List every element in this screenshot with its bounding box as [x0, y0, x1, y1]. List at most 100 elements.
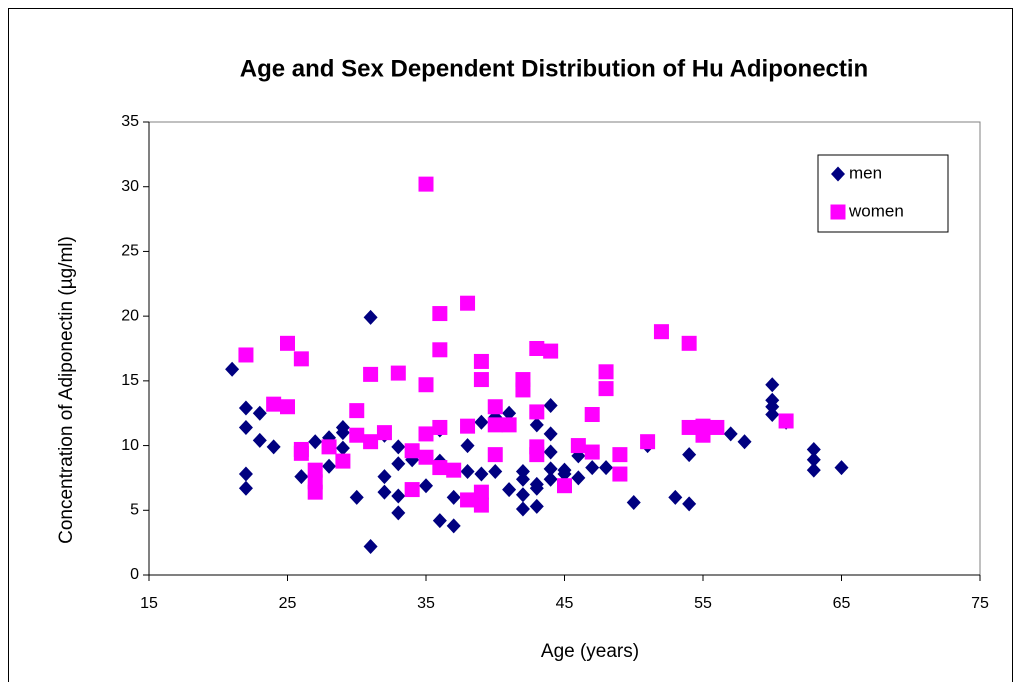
point [238, 347, 254, 363]
point [460, 418, 476, 434]
point [543, 426, 558, 442]
point [515, 501, 530, 517]
point [321, 439, 337, 455]
point [363, 539, 378, 555]
point [709, 419, 725, 435]
legend-marker [830, 204, 846, 220]
point [293, 445, 309, 461]
point [543, 471, 558, 487]
point [488, 463, 503, 479]
point [765, 377, 780, 393]
point [349, 489, 364, 505]
point [681, 335, 697, 351]
point [335, 453, 351, 469]
point [681, 419, 697, 435]
x-tick-label: 25 [279, 595, 297, 612]
point [695, 427, 711, 443]
point [418, 449, 434, 465]
point [363, 309, 378, 325]
point [765, 407, 780, 423]
point [487, 447, 503, 463]
point [391, 456, 406, 472]
point [432, 342, 448, 358]
legend-box [817, 154, 949, 233]
point [322, 458, 337, 474]
legend-label: men [849, 163, 882, 182]
point [307, 462, 323, 478]
point [335, 425, 350, 441]
chart-frame [8, 8, 1013, 682]
point [682, 447, 697, 463]
point [543, 461, 558, 477]
y-tick-label: 5 [130, 502, 139, 519]
point [570, 438, 586, 454]
point [280, 335, 295, 351]
point [598, 364, 614, 380]
point [460, 438, 475, 454]
point [238, 400, 253, 416]
x-tick-label: 45 [556, 595, 574, 612]
point [543, 343, 559, 359]
point [778, 413, 794, 429]
point [543, 397, 558, 413]
point [363, 434, 379, 450]
point [584, 407, 600, 423]
point [432, 513, 447, 529]
point [390, 365, 406, 381]
point [377, 469, 392, 485]
y-axis-label: Concentration of Adiponectin (µg/ml) [56, 236, 77, 544]
point [487, 417, 503, 433]
point [376, 425, 392, 441]
point [446, 518, 461, 534]
point [529, 404, 545, 420]
point [529, 498, 544, 514]
point [252, 432, 267, 448]
point [294, 469, 309, 485]
point [377, 484, 392, 500]
x-tick-label: 35 [417, 595, 435, 612]
point [391, 505, 406, 521]
point [529, 480, 544, 496]
point [806, 441, 821, 457]
point [737, 434, 752, 450]
point [418, 426, 434, 442]
point [308, 434, 323, 450]
point [419, 478, 433, 494]
y-tick-label: 25 [121, 243, 139, 260]
point [529, 447, 545, 463]
chart-title: Age and Sex Dependent Distribution of Hu… [240, 55, 868, 82]
point [266, 396, 282, 412]
point [474, 466, 489, 482]
point [487, 399, 503, 415]
point [668, 489, 683, 505]
point [515, 471, 530, 487]
point [626, 495, 641, 511]
point [252, 405, 267, 421]
point [266, 439, 281, 455]
point [280, 399, 295, 415]
y-tick-label: 30 [121, 178, 139, 195]
point [460, 463, 475, 479]
point [418, 377, 434, 393]
point [293, 351, 309, 367]
point [225, 361, 240, 377]
legend-marker [831, 166, 845, 182]
point [473, 484, 489, 500]
y-tick-label: 0 [130, 566, 139, 583]
point [612, 447, 628, 463]
point [723, 426, 738, 442]
y-tick-label: 20 [121, 307, 139, 324]
point [682, 496, 697, 512]
point [653, 324, 669, 340]
point [502, 482, 517, 498]
point [432, 460, 448, 476]
point [307, 484, 323, 500]
point [238, 419, 253, 435]
x-tick-label: 65 [833, 595, 851, 612]
point [765, 399, 780, 415]
point [473, 497, 489, 513]
x-tick-label: 55 [694, 595, 712, 612]
y-tick-label: 15 [121, 372, 139, 389]
point [598, 381, 614, 397]
